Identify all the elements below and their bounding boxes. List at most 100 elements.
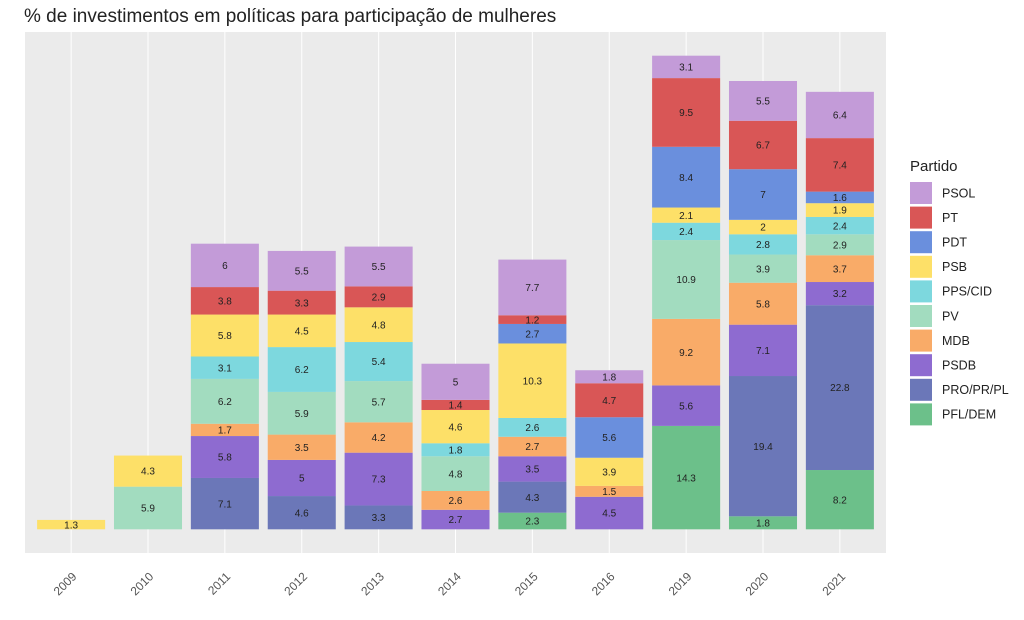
bar-segment bbox=[344, 307, 413, 343]
data-label: 6.7 bbox=[756, 141, 770, 152]
data-label: 10.9 bbox=[676, 275, 696, 286]
legend-label: PSDB bbox=[942, 358, 976, 372]
legend-key bbox=[910, 354, 932, 377]
bar-segment bbox=[421, 410, 490, 444]
bar-segment bbox=[344, 342, 413, 382]
x-tick-label: 2012 bbox=[281, 569, 310, 598]
bar-segment bbox=[344, 286, 413, 308]
data-label: 2.3 bbox=[525, 517, 539, 528]
data-label: 3.3 bbox=[295, 298, 309, 309]
data-label: 4.5 bbox=[295, 326, 309, 337]
x-tick-label: 2015 bbox=[512, 569, 541, 598]
legend-key bbox=[910, 231, 932, 254]
bar-segment bbox=[652, 222, 721, 241]
data-label: 3.1 bbox=[679, 63, 693, 74]
bar-segment bbox=[805, 91, 874, 139]
data-label: 3.2 bbox=[833, 289, 847, 300]
data-label: 1.2 bbox=[525, 315, 539, 326]
data-label: 1.4 bbox=[449, 401, 463, 412]
bar-segment bbox=[498, 259, 567, 316]
bar-segment bbox=[728, 120, 798, 170]
data-label: 5.5 bbox=[372, 262, 386, 273]
data-label: 8.2 bbox=[833, 495, 847, 506]
data-label: 5.8 bbox=[218, 453, 232, 464]
data-label: 6 bbox=[222, 261, 228, 272]
data-label: 9.2 bbox=[679, 348, 693, 359]
legend-label: PRO/PR/PL bbox=[942, 383, 1009, 397]
bar-segment bbox=[267, 347, 336, 392]
data-label: 6.2 bbox=[218, 397, 232, 408]
data-label: 3.5 bbox=[525, 465, 539, 476]
data-label: 7.1 bbox=[756, 346, 770, 357]
data-label: 7.1 bbox=[218, 499, 232, 510]
bar-segment bbox=[267, 434, 336, 460]
data-label: 4.8 bbox=[372, 320, 386, 331]
legend-label: PV bbox=[942, 309, 959, 323]
data-label: 4.8 bbox=[449, 469, 463, 480]
legend-key bbox=[910, 378, 932, 401]
data-label: 3.8 bbox=[218, 296, 232, 307]
bar-segment bbox=[728, 324, 798, 377]
bar-segment bbox=[344, 246, 413, 287]
bar-segment bbox=[113, 455, 183, 487]
legend-label: PSB bbox=[942, 260, 967, 274]
bar-segment bbox=[805, 234, 874, 256]
data-label: 4.3 bbox=[525, 493, 539, 504]
bar-segment bbox=[267, 250, 336, 291]
bar-segment bbox=[728, 219, 798, 235]
data-label: 2.7 bbox=[449, 515, 463, 526]
data-label: 4.6 bbox=[449, 422, 463, 433]
bar-segment bbox=[37, 519, 106, 530]
data-label: 2.7 bbox=[525, 329, 539, 340]
data-label: 3.1 bbox=[218, 363, 232, 374]
x-tick-label: 2011 bbox=[205, 569, 233, 597]
bar-segment bbox=[652, 240, 721, 319]
bar-segment bbox=[805, 470, 874, 530]
data-label: 5.6 bbox=[602, 433, 616, 444]
bar-segment bbox=[344, 381, 413, 423]
data-label: 3.9 bbox=[602, 467, 616, 478]
bar-segment bbox=[190, 423, 259, 437]
bar-segment bbox=[421, 490, 490, 510]
data-label: 5.8 bbox=[218, 331, 232, 342]
x-tick-label: 2014 bbox=[435, 569, 464, 598]
bar-segment bbox=[421, 509, 490, 530]
data-label: 1.8 bbox=[756, 518, 770, 529]
bar-segment bbox=[190, 378, 259, 424]
legend-key bbox=[910, 305, 932, 327]
bar-segment bbox=[190, 243, 259, 288]
bar-segment bbox=[805, 305, 874, 471]
data-label: 5.5 bbox=[295, 266, 309, 277]
bar-segment bbox=[652, 78, 721, 147]
bar-segment bbox=[267, 314, 336, 348]
bar-segment bbox=[652, 55, 721, 79]
data-label: 4.5 bbox=[602, 509, 616, 520]
data-label: 5 bbox=[453, 377, 459, 388]
data-label: 5.9 bbox=[141, 504, 155, 515]
bar-segment bbox=[344, 422, 413, 453]
legend-label: PPS/CID bbox=[942, 285, 992, 299]
bar-segment bbox=[498, 512, 567, 530]
data-label: 3.9 bbox=[756, 264, 770, 275]
data-label: 4.7 bbox=[602, 396, 616, 407]
bar-segment bbox=[575, 370, 644, 384]
bar-segment bbox=[498, 436, 567, 457]
data-label: 5.5 bbox=[756, 97, 770, 108]
data-label: 1.5 bbox=[602, 487, 616, 498]
bar-segment bbox=[267, 459, 336, 497]
bar-segment bbox=[267, 290, 336, 315]
bar-segment bbox=[421, 363, 490, 400]
bar-segment bbox=[652, 385, 721, 426]
data-label: 2 bbox=[760, 223, 766, 234]
bar-segment bbox=[575, 417, 644, 458]
data-label: 4.6 bbox=[295, 508, 309, 519]
data-label: 19.4 bbox=[753, 442, 773, 453]
legend-title: Partido bbox=[910, 158, 958, 175]
legend-key bbox=[910, 182, 932, 204]
data-label: 2.6 bbox=[525, 423, 539, 434]
x-tick-label: 2019 bbox=[666, 569, 695, 598]
legend-label: PT bbox=[942, 211, 958, 225]
x-tick-label: 2020 bbox=[743, 569, 772, 598]
bar-segment bbox=[728, 516, 798, 530]
